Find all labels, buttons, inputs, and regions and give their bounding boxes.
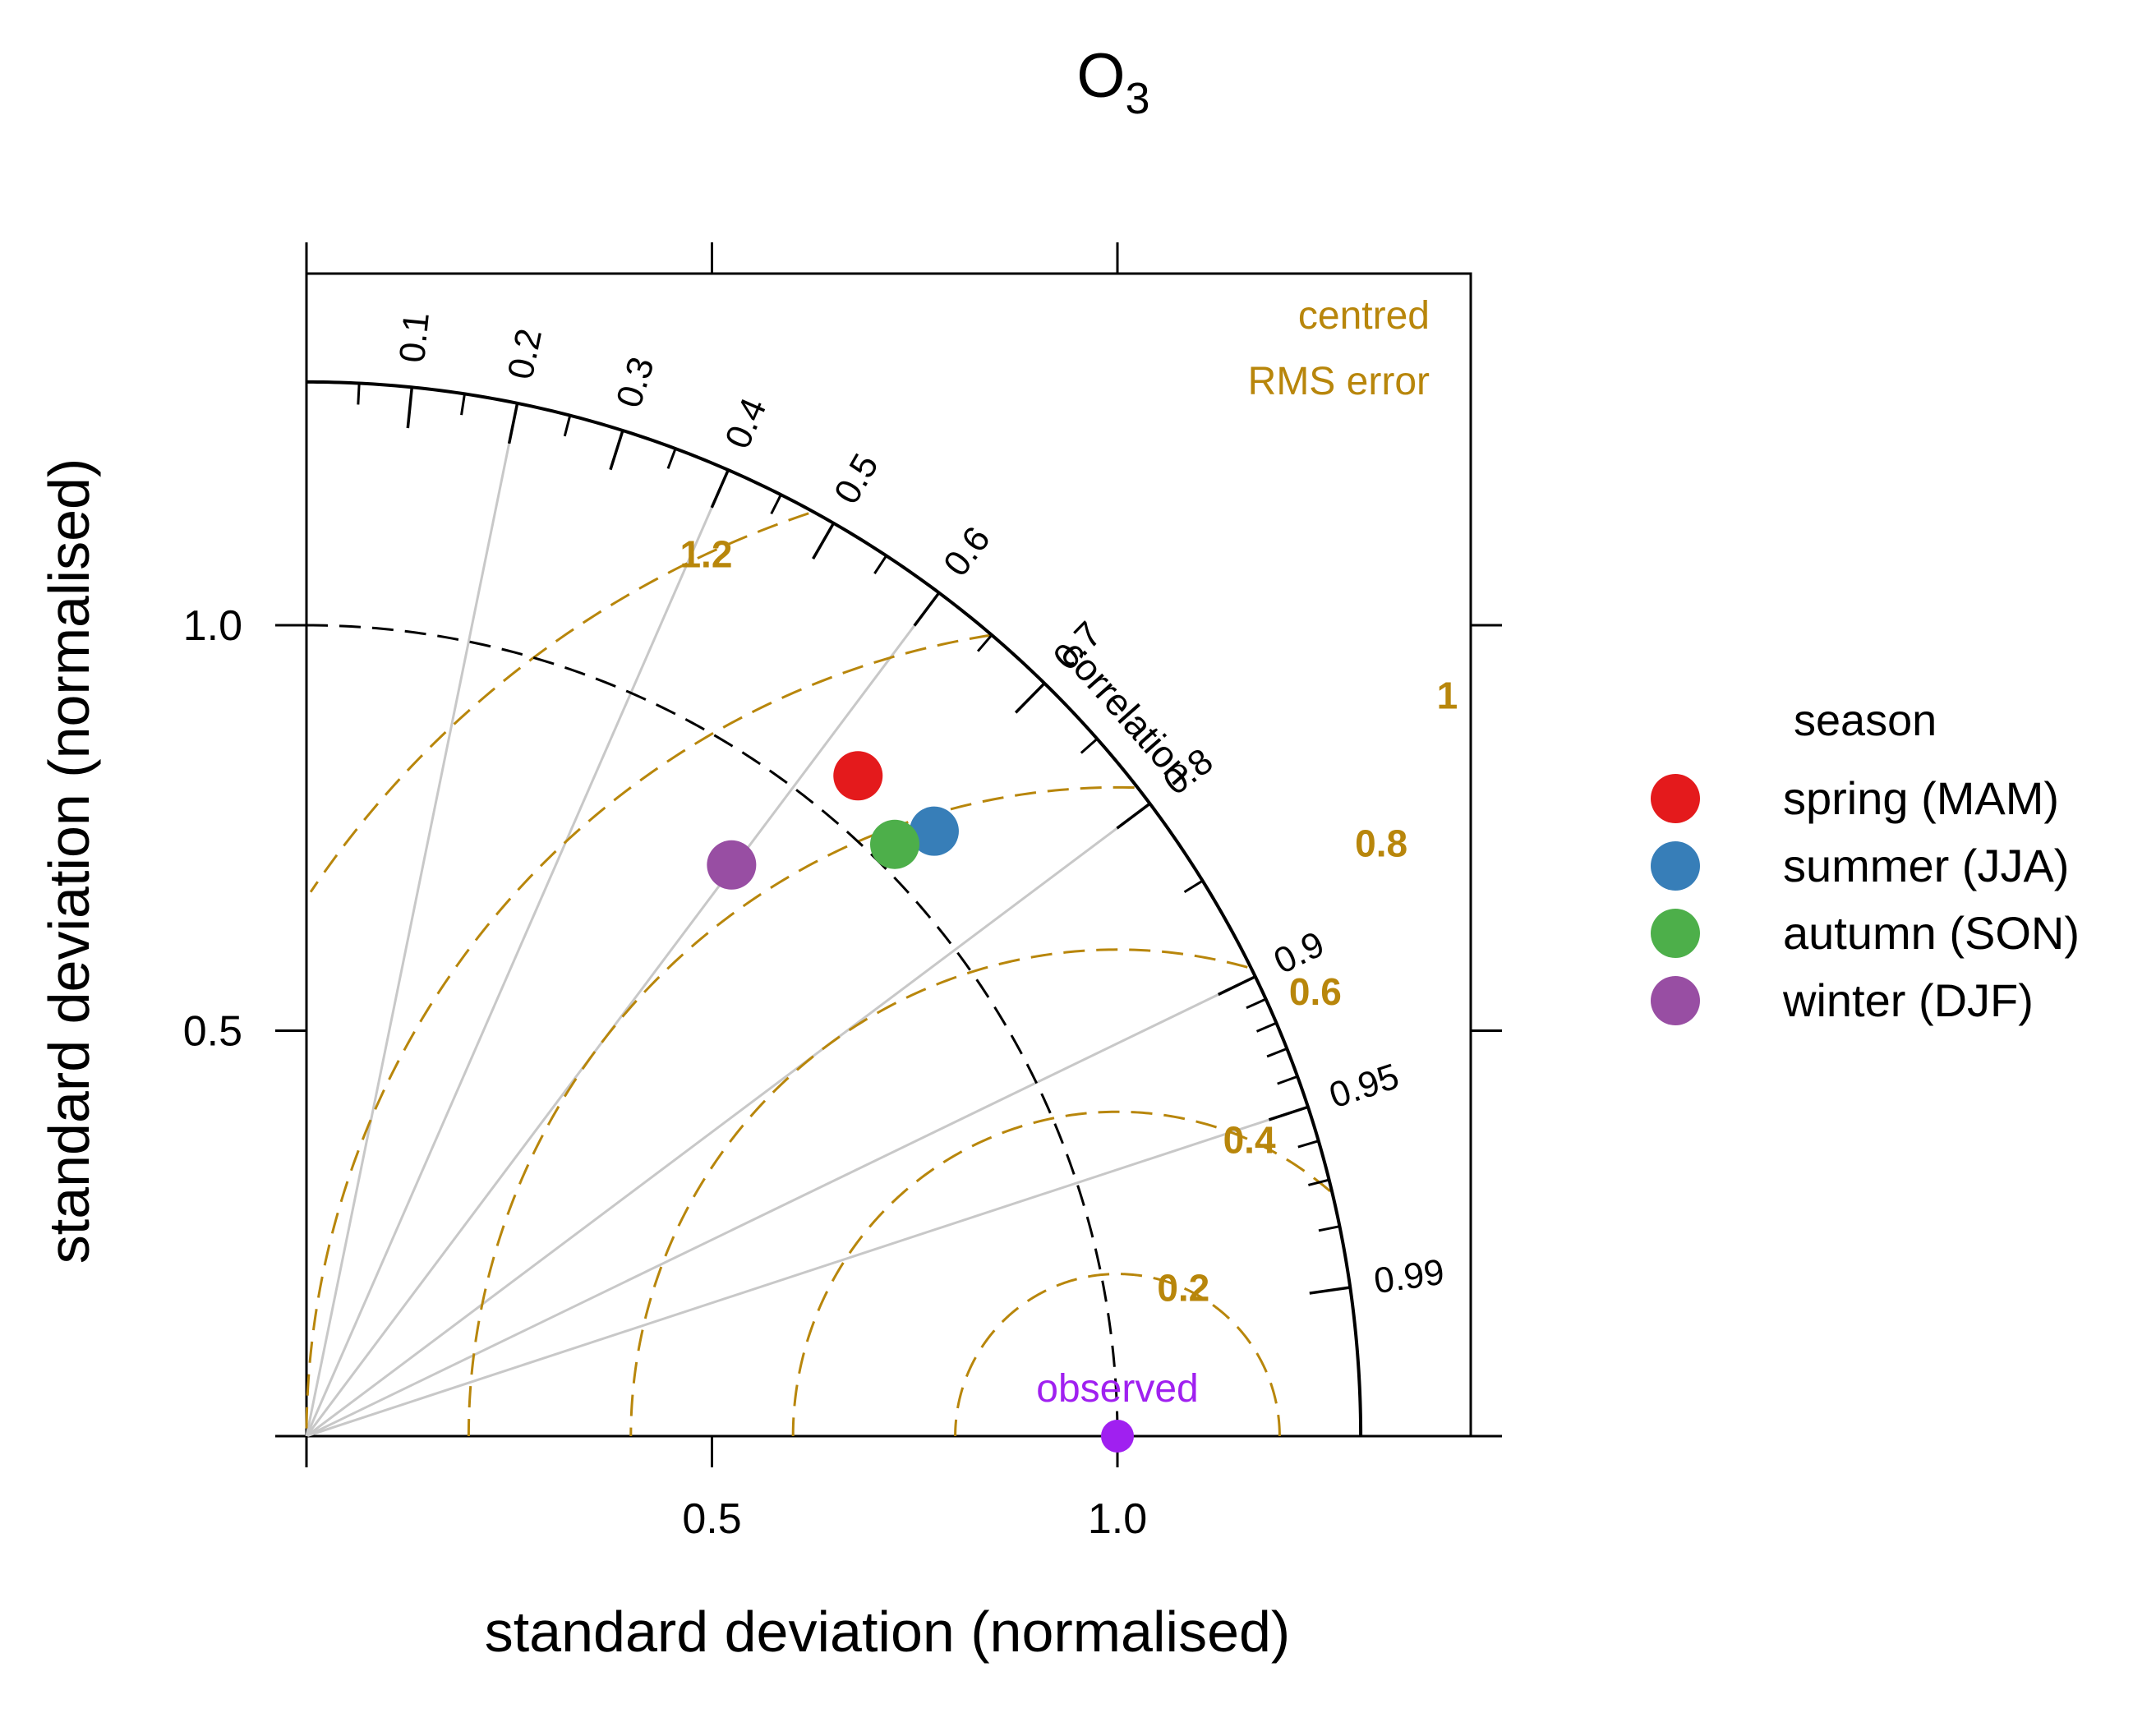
correlation-tick-label: 0.6 bbox=[936, 519, 998, 583]
data-point bbox=[870, 819, 920, 869]
correlation-gridline bbox=[306, 1105, 1309, 1438]
correlation-major-tick bbox=[1309, 1286, 1351, 1295]
correlation-tick-label: 0.1 bbox=[392, 311, 437, 365]
correlation-major-tick bbox=[1116, 802, 1151, 830]
rms-contour-label: 0.2 bbox=[1157, 1267, 1209, 1310]
correlation-minor-tick bbox=[770, 494, 782, 515]
legend-label: spring (MAM) bbox=[1783, 772, 2059, 824]
legend-marker bbox=[1651, 976, 1700, 1025]
correlation-minor-tick bbox=[666, 448, 677, 469]
plot-frame bbox=[305, 272, 1472, 1436]
correlation-gridline bbox=[305, 403, 519, 1437]
observed-label: observed bbox=[1036, 1367, 1198, 1411]
correlation-major-tick bbox=[812, 522, 836, 559]
x-axis-tick-label: 0.5 bbox=[682, 1495, 741, 1543]
correlation-minor-tick bbox=[1266, 1047, 1288, 1058]
correlation-major-tick bbox=[1268, 1105, 1309, 1121]
reference-sd-arc bbox=[306, 624, 1119, 1437]
chart-title-main: O bbox=[1076, 41, 1125, 111]
data-point bbox=[707, 840, 757, 890]
y-axis-tick-label: 0.5 bbox=[183, 1008, 242, 1056]
rms-contour-label: 0.6 bbox=[1289, 970, 1342, 1013]
rms-contour-label: 1 bbox=[1437, 674, 1458, 716]
legend-marker bbox=[1651, 909, 1700, 958]
correlation-minor-tick bbox=[563, 415, 572, 437]
correlation-minor-tick bbox=[1297, 1140, 1320, 1149]
correlation-gridline bbox=[305, 592, 941, 1437]
correlation-major-tick bbox=[507, 403, 519, 444]
x-axis-tick-label: 1.0 bbox=[1088, 1495, 1147, 1543]
correlation-minor-tick bbox=[1080, 738, 1099, 754]
rms-contour-label: 0.8 bbox=[1355, 822, 1407, 865]
data-point bbox=[909, 806, 959, 856]
correlation-gridline bbox=[306, 975, 1256, 1438]
observed-point bbox=[1101, 1420, 1134, 1453]
correlation-major-tick bbox=[1014, 682, 1046, 714]
correlation-tick-label: 0.5 bbox=[827, 447, 887, 510]
rms-contour bbox=[954, 1273, 1281, 1437]
correlation-gridline bbox=[305, 469, 730, 1437]
chart-title-subscript: 3 bbox=[1126, 74, 1150, 123]
rms-contour bbox=[467, 785, 1135, 1437]
correlation-minor-tick bbox=[873, 555, 887, 574]
correlation-minor-tick bbox=[1255, 1021, 1278, 1033]
correlation-minor-tick bbox=[357, 383, 361, 405]
correlation-major-tick bbox=[406, 387, 414, 429]
rms-contour-label: 0.4 bbox=[1223, 1118, 1276, 1161]
correlation-major-tick bbox=[710, 469, 730, 509]
correlation-minor-tick bbox=[976, 633, 993, 652]
correlation-tick-label: 0.4 bbox=[717, 393, 774, 455]
legend-label: summer (JJA) bbox=[1783, 840, 2069, 891]
legend-label: autumn (SON) bbox=[1783, 907, 2080, 959]
correlation-major-tick bbox=[1218, 975, 1256, 997]
y-axis-tick-label: 1.0 bbox=[183, 602, 242, 650]
data-point bbox=[833, 751, 883, 801]
correlation-minor-tick bbox=[1318, 1225, 1340, 1232]
legend-label: winter (DJF) bbox=[1782, 974, 2034, 1026]
correlation-tick-label: 0.2 bbox=[500, 325, 550, 383]
rms-contour-label: 1.2 bbox=[680, 533, 732, 576]
correlation-gridline bbox=[306, 802, 1151, 1438]
rms-title-line: RMS error bbox=[1248, 360, 1430, 403]
rms-contour bbox=[629, 948, 1248, 1437]
rms-contour bbox=[309, 512, 809, 893]
correlation-minor-tick bbox=[1308, 1178, 1329, 1186]
legend-title: season bbox=[1794, 696, 1937, 745]
legend-marker bbox=[1651, 774, 1700, 823]
correlation-minor-tick bbox=[1277, 1075, 1298, 1085]
correlation-arc bbox=[306, 380, 1363, 1437]
legend-marker bbox=[1651, 841, 1700, 891]
legend: season spring (MAM) summer (JJA) autumn (SO… bbox=[1651, 696, 2080, 1026]
correlation-major-tick bbox=[913, 592, 941, 627]
rms-title-line: centred bbox=[1298, 294, 1430, 338]
rms-contour bbox=[791, 1110, 1331, 1437]
rms-contour bbox=[305, 633, 991, 1437]
x-axis-label: standard deviation (normalised) bbox=[485, 1600, 1291, 1664]
correlation-minor-tick bbox=[1183, 879, 1204, 894]
plot-area: 0.1 0.2 0.30.40.50.60.70.80.90.950.99corre… bbox=[183, 242, 1502, 1543]
correlation-axis-title: correlation bbox=[1053, 632, 1201, 792]
correlation-tick-label: 0.99 bbox=[1371, 1252, 1447, 1302]
y-axis-label: standard deviation (normalised) bbox=[37, 458, 101, 1264]
chart-title: O3 bbox=[1076, 41, 1149, 123]
correlation-major-tick bbox=[609, 430, 624, 471]
correlation-tick-label: 0.3 bbox=[609, 352, 662, 412]
correlation-minor-tick bbox=[1246, 997, 1267, 1010]
correlation-minor-tick bbox=[460, 394, 466, 416]
correlation-tick-label: 0.95 bbox=[1324, 1056, 1404, 1116]
